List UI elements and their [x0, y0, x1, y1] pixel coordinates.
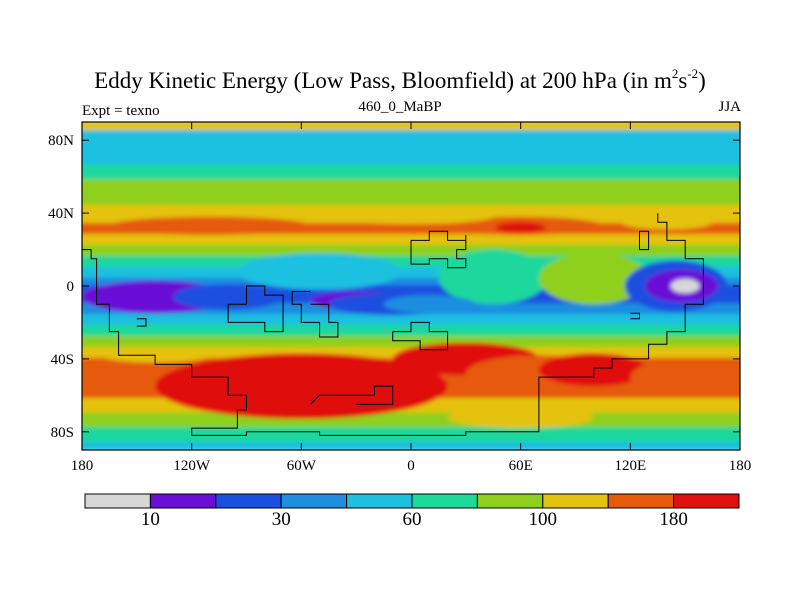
colorbar-box	[542, 493, 609, 509]
contour-region	[237, 253, 402, 290]
colorbar-tick-label: 100	[528, 509, 558, 530]
coastline	[310, 385, 394, 405]
contour-band	[82, 130, 740, 142]
x-tick-label: 60W	[287, 458, 317, 474]
contour-fill-group	[82, 122, 740, 450]
coastline	[291, 291, 339, 338]
run-id-label: 460_0_MaBP	[358, 99, 442, 115]
contour-region	[173, 284, 284, 310]
y-tick-label: 40S	[51, 352, 74, 368]
axis-ticks: 180 120W 60W 0 60E 120E 180 80N 40N 0 40S 80S	[48, 122, 751, 474]
contour-band	[82, 277, 740, 287]
colorbar-box	[280, 493, 348, 509]
contour-region	[109, 216, 311, 235]
season-label: JJA	[718, 99, 741, 115]
contour-region	[438, 249, 549, 305]
contour-fill-layer	[82, 122, 740, 450]
coastline	[227, 285, 284, 333]
contour-region	[538, 253, 649, 305]
x-tick-label: 120W	[173, 458, 211, 474]
contour-region	[630, 358, 740, 396]
experiment-label: Expt = texno	[82, 103, 160, 119]
x-tick-label: 0	[407, 458, 415, 474]
contour-region	[447, 406, 594, 429]
x-tick-label: 120E	[614, 458, 646, 474]
x-tick-label: 180	[729, 458, 752, 474]
coastline	[630, 312, 640, 320]
y-tick-label: 80N	[48, 133, 74, 149]
colorbar-box	[215, 493, 282, 509]
colorbar-tick-label: 180	[659, 509, 688, 530]
contour-region	[155, 353, 448, 420]
colorbar-tick-label: 10	[140, 509, 160, 530]
contour-region	[328, 209, 494, 225]
contour-band	[82, 285, 740, 295]
coastline-layer	[82, 213, 704, 436]
contour-region	[383, 295, 475, 314]
contour-region	[670, 278, 700, 294]
colorbar-tick-label: 60	[402, 509, 422, 530]
colorbar-box	[607, 493, 675, 509]
contour-band	[82, 193, 740, 207]
y-tick-label: 40N	[48, 206, 74, 222]
colorbar	[84, 493, 740, 509]
contour-band	[82, 336, 740, 349]
colorbar-box	[673, 493, 740, 509]
coastline	[82, 213, 704, 436]
colorbar-box	[476, 493, 544, 509]
colorbar-box	[411, 493, 478, 509]
contour-band	[82, 164, 740, 182]
x-tick-label: 60E	[509, 458, 533, 474]
contour-region	[495, 222, 547, 234]
colorbar-box	[149, 493, 217, 509]
contour-band	[82, 314, 740, 328]
coastline	[410, 230, 467, 269]
coastline	[136, 318, 147, 327]
y-tick-label: 0	[67, 279, 75, 295]
contour-band	[82, 153, 740, 167]
x-tick-label: 180	[71, 458, 94, 474]
chart-title: Eddy Kinetic Energy (Low Pass, Bloomfiel…	[94, 66, 706, 93]
coastline	[392, 321, 449, 351]
colorbar-tick-label: 30	[271, 509, 291, 530]
contour-band	[82, 179, 740, 196]
y-tick-label: 80S	[51, 425, 74, 441]
coastline	[639, 230, 650, 251]
colorbar-box	[84, 493, 151, 509]
contour-region	[283, 136, 466, 159]
colorbar-box	[346, 493, 413, 509]
contour-band	[82, 412, 740, 430]
